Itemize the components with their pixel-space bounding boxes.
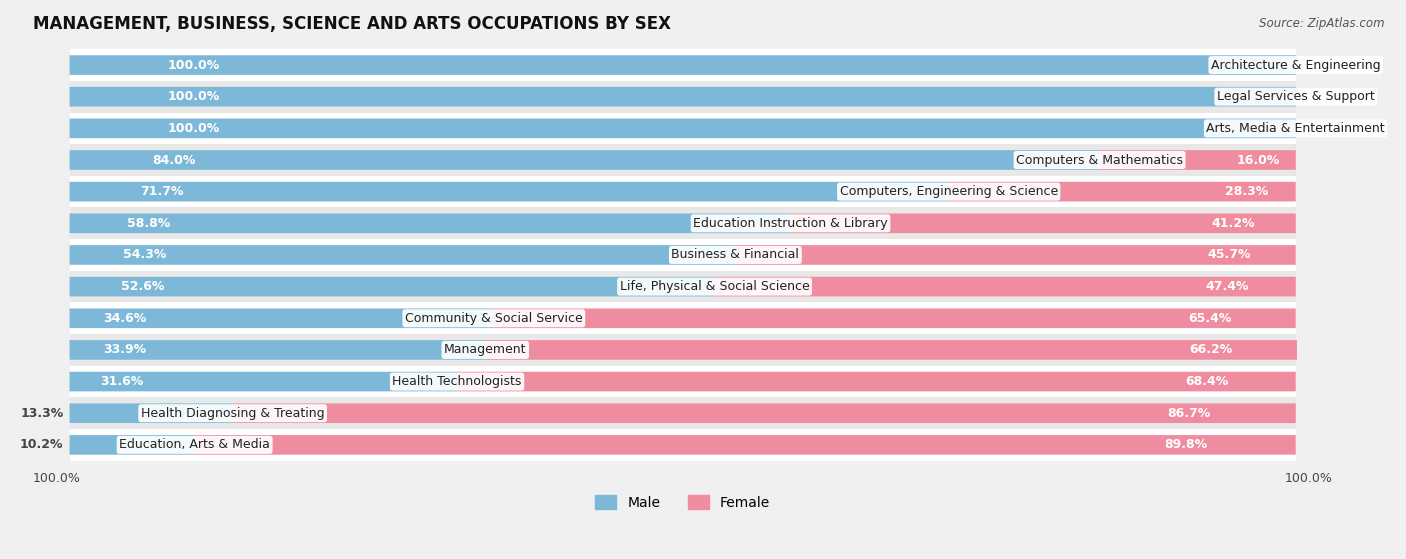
Bar (69, 271, 1296, 302)
Text: 100.0%: 100.0% (32, 472, 80, 485)
Text: 100.0%: 100.0% (167, 90, 219, 103)
Bar (457, 372, 1296, 391)
Text: Community & Social Service: Community & Social Service (405, 312, 582, 325)
Text: 28.3%: 28.3% (1225, 185, 1268, 198)
Bar (69, 334, 1296, 366)
Bar (69, 55, 1296, 75)
Text: 45.7%: 45.7% (1208, 248, 1251, 262)
Bar (69, 404, 232, 423)
Text: MANAGEMENT, BUSINESS, SCIENCE AND ARTS OCCUPATIONS BY SEX: MANAGEMENT, BUSINESS, SCIENCE AND ARTS O… (32, 15, 671, 33)
Text: 100.0%: 100.0% (1285, 472, 1333, 485)
Text: 71.7%: 71.7% (141, 185, 183, 198)
Text: 66.2%: 66.2% (1189, 343, 1232, 357)
Text: 68.4%: 68.4% (1185, 375, 1229, 388)
Text: 58.8%: 58.8% (128, 217, 170, 230)
Text: Life, Physical & Social Science: Life, Physical & Social Science (620, 280, 810, 293)
Bar (714, 277, 1296, 296)
Bar (1099, 150, 1296, 170)
Text: 34.6%: 34.6% (104, 312, 146, 325)
Bar (69, 372, 457, 391)
Bar (232, 404, 1296, 423)
Bar (69, 340, 485, 360)
Bar (69, 144, 1296, 176)
Bar (69, 119, 1296, 138)
Bar (494, 309, 1296, 328)
Bar (69, 397, 1296, 429)
Text: Arts, Media & Entertainment: Arts, Media & Entertainment (1206, 122, 1385, 135)
Bar (485, 340, 1296, 360)
Bar (69, 87, 1296, 107)
Bar (69, 309, 494, 328)
Text: Source: ZipAtlas.com: Source: ZipAtlas.com (1260, 17, 1385, 30)
Text: 33.9%: 33.9% (103, 343, 146, 357)
Text: Computers, Engineering & Science: Computers, Engineering & Science (839, 185, 1057, 198)
Bar (69, 207, 1296, 239)
Bar (69, 245, 735, 265)
Bar (69, 435, 194, 454)
Text: Education, Arts & Media: Education, Arts & Media (120, 438, 270, 451)
Text: Health Technologists: Health Technologists (392, 375, 522, 388)
Text: 47.4%: 47.4% (1206, 280, 1250, 293)
Bar (69, 277, 714, 296)
Bar (69, 214, 790, 233)
Text: 10.2%: 10.2% (20, 438, 63, 451)
Bar (69, 182, 949, 201)
Text: 31.6%: 31.6% (101, 375, 143, 388)
Bar (69, 176, 1296, 207)
Text: 16.0%: 16.0% (1237, 154, 1279, 167)
Text: 100.0%: 100.0% (167, 59, 219, 72)
Text: Computers & Mathematics: Computers & Mathematics (1017, 154, 1182, 167)
Text: 86.7%: 86.7% (1167, 407, 1211, 420)
Bar (194, 435, 1296, 454)
Text: Legal Services & Support: Legal Services & Support (1216, 90, 1375, 103)
Text: 100.0%: 100.0% (167, 122, 219, 135)
Bar (735, 245, 1296, 265)
Text: Education Instruction & Library: Education Instruction & Library (693, 217, 887, 230)
Text: 84.0%: 84.0% (152, 154, 195, 167)
Text: 13.3%: 13.3% (20, 407, 63, 420)
Bar (69, 429, 1296, 461)
Text: 65.4%: 65.4% (1188, 312, 1232, 325)
Bar (69, 49, 1296, 81)
Text: 52.6%: 52.6% (121, 280, 165, 293)
Text: Health Diagnosing & Treating: Health Diagnosing & Treating (141, 407, 325, 420)
Bar (69, 302, 1296, 334)
Text: 41.2%: 41.2% (1212, 217, 1256, 230)
Bar (69, 239, 1296, 271)
Bar (69, 366, 1296, 397)
Bar (69, 112, 1296, 144)
Text: 54.3%: 54.3% (122, 248, 166, 262)
Bar (69, 81, 1296, 112)
Text: Business & Financial: Business & Financial (672, 248, 800, 262)
Text: 89.8%: 89.8% (1164, 438, 1208, 451)
Bar (949, 182, 1296, 201)
Bar (790, 214, 1296, 233)
Bar (69, 150, 1099, 170)
Text: Architecture & Engineering: Architecture & Engineering (1211, 59, 1381, 72)
Legend: Male, Female: Male, Female (589, 489, 776, 515)
Text: Management: Management (444, 343, 526, 357)
